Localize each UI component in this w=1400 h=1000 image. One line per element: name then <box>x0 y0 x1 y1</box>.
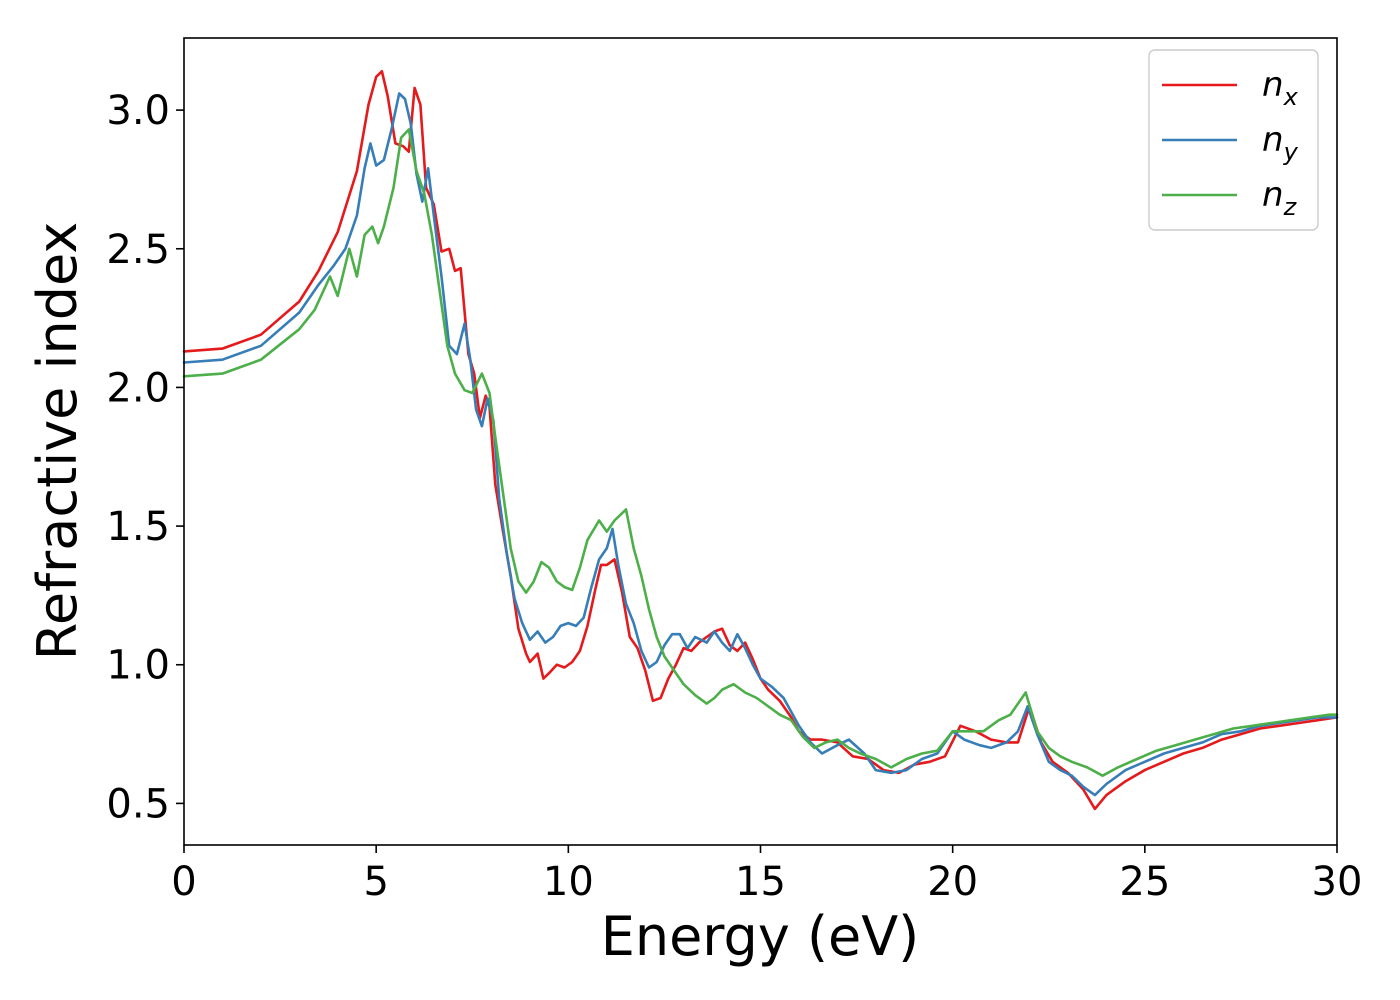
y-tick-label: 1.0 <box>106 643 170 689</box>
legend-label-base: n <box>1262 120 1284 160</box>
series-line-ny <box>182 92 1339 797</box>
y-axis-title: Refractive index <box>26 222 89 661</box>
x-tick-label: 5 <box>363 859 388 905</box>
legend-label-subscript: y <box>1283 138 1299 166</box>
legend-label-nx: nx <box>1262 65 1299 111</box>
y-tick-label: 2.5 <box>106 227 170 273</box>
x-tick-label: 15 <box>735 859 786 905</box>
tick-layer: 0 5 10 15 20 25 30 0.5 1.0 1.5 2.0 2.5 3.0 <box>106 88 1362 905</box>
y-tick-label: 3.0 <box>106 88 170 134</box>
legend-label-ny: ny <box>1262 120 1299 166</box>
y-tick-label: 2.0 <box>106 365 170 411</box>
x-tick-label: 0 <box>171 859 196 905</box>
series-layer <box>182 70 1339 811</box>
y-tick-label: 0.5 <box>106 781 170 827</box>
x-axis-title: Energy (eV) <box>601 905 920 968</box>
x-tick-label: 25 <box>1119 859 1170 905</box>
legend-label-subscript: x <box>1283 83 1299 111</box>
legend-label-nz: nz <box>1262 175 1298 221</box>
x-tick-label: 10 <box>543 859 594 905</box>
legend-label-base: n <box>1262 65 1284 105</box>
legend-label-base: n <box>1262 175 1284 215</box>
series-line-nz <box>182 128 1339 777</box>
x-tick-label: 30 <box>1312 859 1363 905</box>
legend-label-subscript: z <box>1283 193 1298 221</box>
y-tick-label: 1.5 <box>106 504 170 550</box>
x-tick-label: 20 <box>927 859 978 905</box>
